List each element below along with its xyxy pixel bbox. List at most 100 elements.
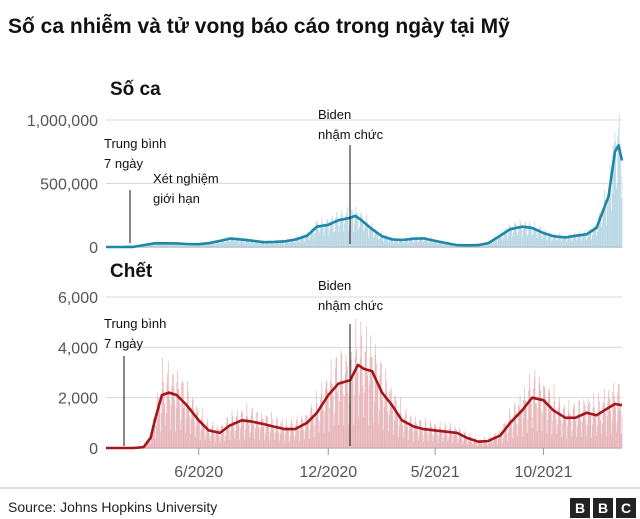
deaths-daily-bar xyxy=(361,364,363,448)
deaths-daily-bar xyxy=(167,361,169,448)
cases-daily-bar xyxy=(614,132,616,247)
deaths-daily-bar xyxy=(584,403,585,448)
deaths-daily-bar xyxy=(371,357,372,448)
deaths-daily-bar xyxy=(478,439,480,448)
deaths-daily-bar xyxy=(421,430,423,448)
deaths-daily-bar xyxy=(251,410,253,448)
cases-daily-bar xyxy=(269,244,270,247)
cases-daily-bar xyxy=(288,243,290,247)
cases-daily-bar xyxy=(492,243,493,247)
deaths-average-line xyxy=(106,363,623,450)
cases-daily-bar xyxy=(308,232,309,247)
cases-daily-bar xyxy=(564,234,566,247)
cases-daily-bar xyxy=(254,243,255,247)
deaths-daily-bar xyxy=(441,430,442,448)
cases-daily-bar xyxy=(160,245,161,247)
cases-daily-bar xyxy=(295,239,297,247)
cases-daily-bar xyxy=(182,243,183,247)
cases-daily-bar xyxy=(508,230,510,247)
cases-daily-bar xyxy=(376,230,378,247)
cases-daily-bar xyxy=(531,235,533,247)
deaths-daily-bar xyxy=(607,401,609,448)
cases-daily-bar xyxy=(241,239,243,247)
cases-daily-bar xyxy=(495,236,497,247)
cases-daily-bar xyxy=(206,242,208,247)
cases-daily-bar xyxy=(417,242,419,247)
cases-daily-bar xyxy=(570,236,572,247)
cases-daily-bar xyxy=(422,236,423,247)
cases-daily-bar xyxy=(316,222,318,247)
deaths-daily-bar xyxy=(364,392,365,448)
cases-daily-bar xyxy=(211,242,213,247)
cases-panel-title: Số ca xyxy=(110,79,161,100)
deaths-daily-bar xyxy=(503,423,505,448)
deaths-daily-bar xyxy=(580,420,582,448)
cases-daily-bar xyxy=(604,199,606,247)
deaths-daily-bar xyxy=(544,388,546,448)
deaths-daily-bar xyxy=(145,444,147,448)
deaths-daily-bar xyxy=(259,428,261,448)
cases-daily-bar xyxy=(297,238,299,247)
deaths-daily-bar xyxy=(224,441,226,448)
cases-daily-bar xyxy=(231,236,233,247)
cases-daily-bar xyxy=(616,183,618,247)
cases-daily-bar xyxy=(574,235,576,247)
cases-daily-bar xyxy=(227,236,229,247)
deaths-daily-bar xyxy=(172,374,173,448)
deaths-daily-bar xyxy=(257,411,258,448)
cases-daily-bar xyxy=(548,232,549,247)
cases-daily-bar xyxy=(414,237,416,247)
cases-daily-bar xyxy=(515,223,517,247)
deaths-daily-bar xyxy=(352,370,354,448)
cases-daily-bar xyxy=(337,220,338,247)
cases-daily-bar xyxy=(347,219,349,247)
cases-daily-bar xyxy=(359,220,361,247)
cases-daily-bar xyxy=(539,227,541,247)
deaths-daily-bar xyxy=(296,416,298,448)
deaths-daily-bar xyxy=(594,406,595,448)
cases-daily-bar xyxy=(346,212,348,247)
cases-daily-bar xyxy=(549,232,551,247)
cases-daily-bar xyxy=(358,229,360,247)
deaths-daily-bar xyxy=(394,396,396,448)
cases-daily-bar xyxy=(502,239,503,247)
cases-daily-bar xyxy=(291,238,293,247)
deaths-daily-bar xyxy=(359,393,360,448)
cases-daily-bar xyxy=(320,225,321,247)
cases-daily-bar xyxy=(411,236,413,247)
cases-daily-bar xyxy=(426,239,428,247)
deaths-daily-bar xyxy=(435,423,437,448)
cases-daily-bar xyxy=(589,228,590,247)
cases-daily-bar xyxy=(534,221,536,247)
cases-daily-bar xyxy=(457,246,459,247)
deaths-daily-bar xyxy=(286,426,288,448)
cases-daily-bar xyxy=(429,238,431,247)
deaths-daily-bar xyxy=(203,423,205,448)
deaths-daily-bar xyxy=(417,429,418,448)
deaths-daily-bar xyxy=(475,440,477,448)
cases-daily-bar xyxy=(303,237,304,247)
cases-daily-bar xyxy=(407,239,408,247)
deaths-daily-bar xyxy=(325,388,326,448)
cases-daily-bar xyxy=(165,244,167,247)
deaths-daily-bar xyxy=(488,438,490,448)
cases-daily-bar xyxy=(294,241,296,247)
deaths-daily-bar xyxy=(257,420,259,448)
cases-daily-bar xyxy=(403,242,405,247)
cases-daily-bar xyxy=(572,234,574,247)
deaths-daily-bar xyxy=(381,399,383,448)
deaths-daily-bar xyxy=(575,418,577,448)
cases-daily-bar xyxy=(298,242,300,247)
deaths-daily-bar xyxy=(573,403,575,448)
deaths-daily-bar xyxy=(342,393,344,448)
cases-daily-bar xyxy=(238,237,239,247)
deaths-daily-bar xyxy=(211,428,212,448)
deaths-daily-bar xyxy=(600,420,602,448)
cases-daily-bar xyxy=(513,229,515,247)
cases-daily-bar xyxy=(159,242,161,247)
cases-daily-bar xyxy=(427,242,429,247)
cases-daily-bar xyxy=(496,237,498,247)
cases-daily-bar xyxy=(364,228,365,247)
cases-daily-bar xyxy=(288,240,289,247)
cases-daily-bar xyxy=(536,228,537,247)
